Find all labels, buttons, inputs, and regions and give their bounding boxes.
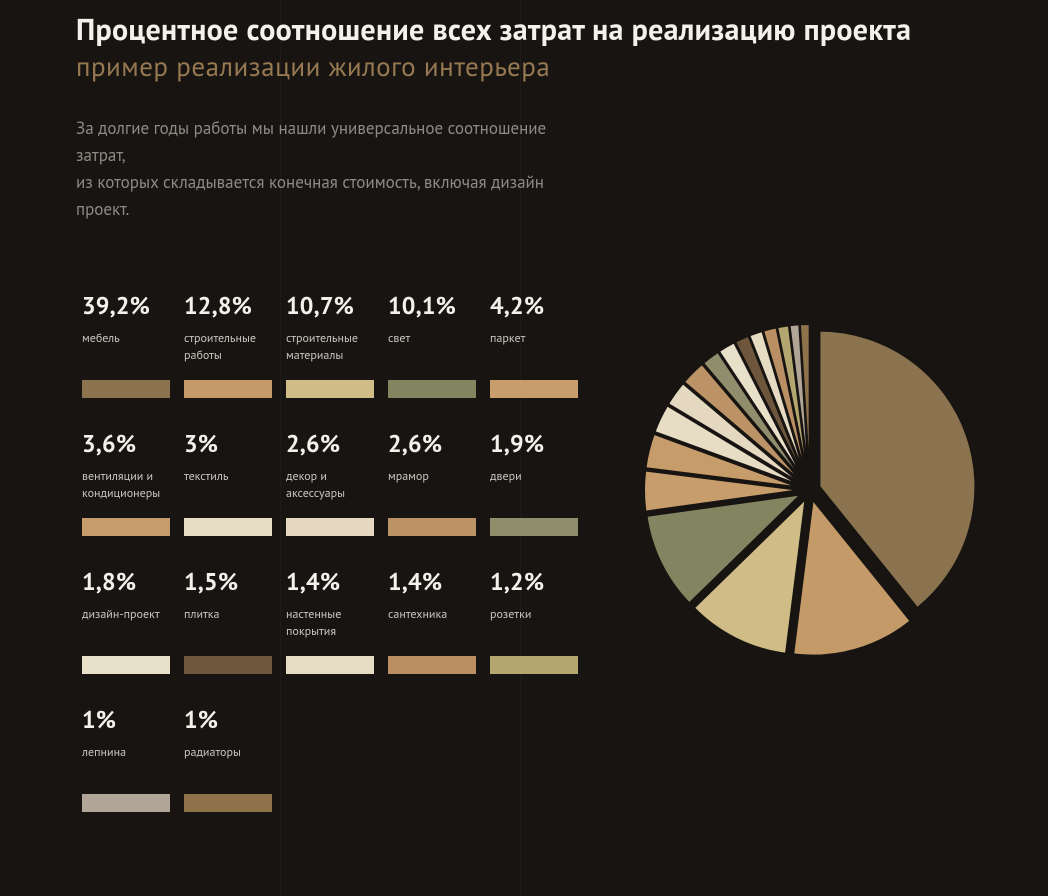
legend-item: 3,6% вентиляции и кондиционеры xyxy=(82,428,172,536)
legend-item: 1,5% плитка xyxy=(184,566,274,674)
legend-swatch xyxy=(388,380,476,398)
legend-pct: 12,8% xyxy=(184,290,274,321)
legend-pct: 1,4% xyxy=(388,566,478,597)
legend-item: 10,7% строительные материалы xyxy=(286,290,376,398)
legend-swatch xyxy=(388,518,476,536)
legend-item: 4,2% паркет xyxy=(490,290,580,398)
legend-pct: 10,1% xyxy=(388,290,478,321)
legend-pct: 1,8% xyxy=(82,566,172,597)
legend-label: дизайн-проект xyxy=(82,606,172,642)
legend-label: сантехника xyxy=(388,606,478,642)
legend-pct: 10,7% xyxy=(286,290,376,321)
legend-label: декор и аксессуары xyxy=(286,468,376,504)
legend-label: розетки xyxy=(490,606,580,642)
legend-item: 1,4% сантехника xyxy=(388,566,478,674)
legend-item: 1,2% розетки xyxy=(490,566,580,674)
legend-swatch xyxy=(286,518,374,536)
legend-grid: 39,2% мебель 12,8% строительные работы 10,7%… xyxy=(82,290,602,812)
legend-label: плитка xyxy=(184,606,274,642)
legend-swatch xyxy=(490,380,578,398)
legend-label: двери xyxy=(490,468,580,504)
legend-item: 39,2% мебель xyxy=(82,290,172,398)
legend-pct: 1,2% xyxy=(490,566,580,597)
legend-pct: 4,2% xyxy=(490,290,580,321)
intro-text: За долгие годы работы мы нашли универсал… xyxy=(76,115,596,223)
legend-swatch xyxy=(388,656,476,674)
pie-chart xyxy=(640,320,980,660)
legend-pct: 2,6% xyxy=(388,428,478,459)
legend-label: свет xyxy=(388,330,478,366)
legend-swatch xyxy=(82,518,170,536)
legend-item: 2,6% декор и аксессуары xyxy=(286,428,376,536)
legend-swatch xyxy=(184,518,272,536)
legend-swatch xyxy=(490,518,578,536)
legend-swatch xyxy=(82,380,170,398)
legend-item: 12,8% строительные работы xyxy=(184,290,274,398)
legend-label: радиаторы xyxy=(184,744,274,780)
legend-label: строительные материалы xyxy=(286,330,376,366)
legend-item: 1,9% двери xyxy=(490,428,580,536)
legend-pct: 3,6% xyxy=(82,428,172,459)
legend-pct: 1,9% xyxy=(490,428,580,459)
legend-pct: 1,5% xyxy=(184,566,274,597)
legend-swatch xyxy=(286,380,374,398)
legend-label: лепнина xyxy=(82,744,172,780)
legend-item: 1,8% дизайн-проект xyxy=(82,566,172,674)
legend-swatch xyxy=(184,380,272,398)
legend-item: 3% текстиль xyxy=(184,428,274,536)
legend-item: 2,6% мрамор xyxy=(388,428,478,536)
legend-label: текстиль xyxy=(184,468,274,504)
intro-line-1: За долгие годы работы мы нашли универсал… xyxy=(76,117,546,166)
legend-label: паркет xyxy=(490,330,580,366)
legend-swatch xyxy=(82,794,170,812)
legend-swatch xyxy=(184,794,272,812)
legend-pct: 1,4% xyxy=(286,566,376,597)
legend-pct: 39,2% xyxy=(82,290,172,321)
legend-label: мрамор xyxy=(388,468,478,504)
legend-item: 1,4% настенные покрытия xyxy=(286,566,376,674)
legend-swatch xyxy=(82,656,170,674)
legend-item: 10,1% свет xyxy=(388,290,478,398)
page-subtitle: пример реализации жилого интерьера xyxy=(76,50,550,84)
legend-item: 1% лепнина xyxy=(82,704,172,812)
legend-item: 1% радиаторы xyxy=(184,704,274,812)
legend-label: строительные работы xyxy=(184,330,274,366)
legend-pct: 1% xyxy=(82,704,172,735)
legend-pct: 1% xyxy=(184,704,274,735)
legend-pct: 2,6% xyxy=(286,428,376,459)
legend-swatch xyxy=(286,656,374,674)
legend-swatch xyxy=(184,656,272,674)
legend-pct: 3% xyxy=(184,428,274,459)
intro-line-2: из которых складывается конечная стоимос… xyxy=(76,171,544,220)
legend-swatch xyxy=(490,656,578,674)
legend-label: вентиляции и кондиционеры xyxy=(82,468,172,504)
page-title: Процентное соотношение всех затрат на ре… xyxy=(76,10,911,49)
legend-label: мебель xyxy=(82,330,172,366)
legend-label: настенные покрытия xyxy=(286,606,376,642)
